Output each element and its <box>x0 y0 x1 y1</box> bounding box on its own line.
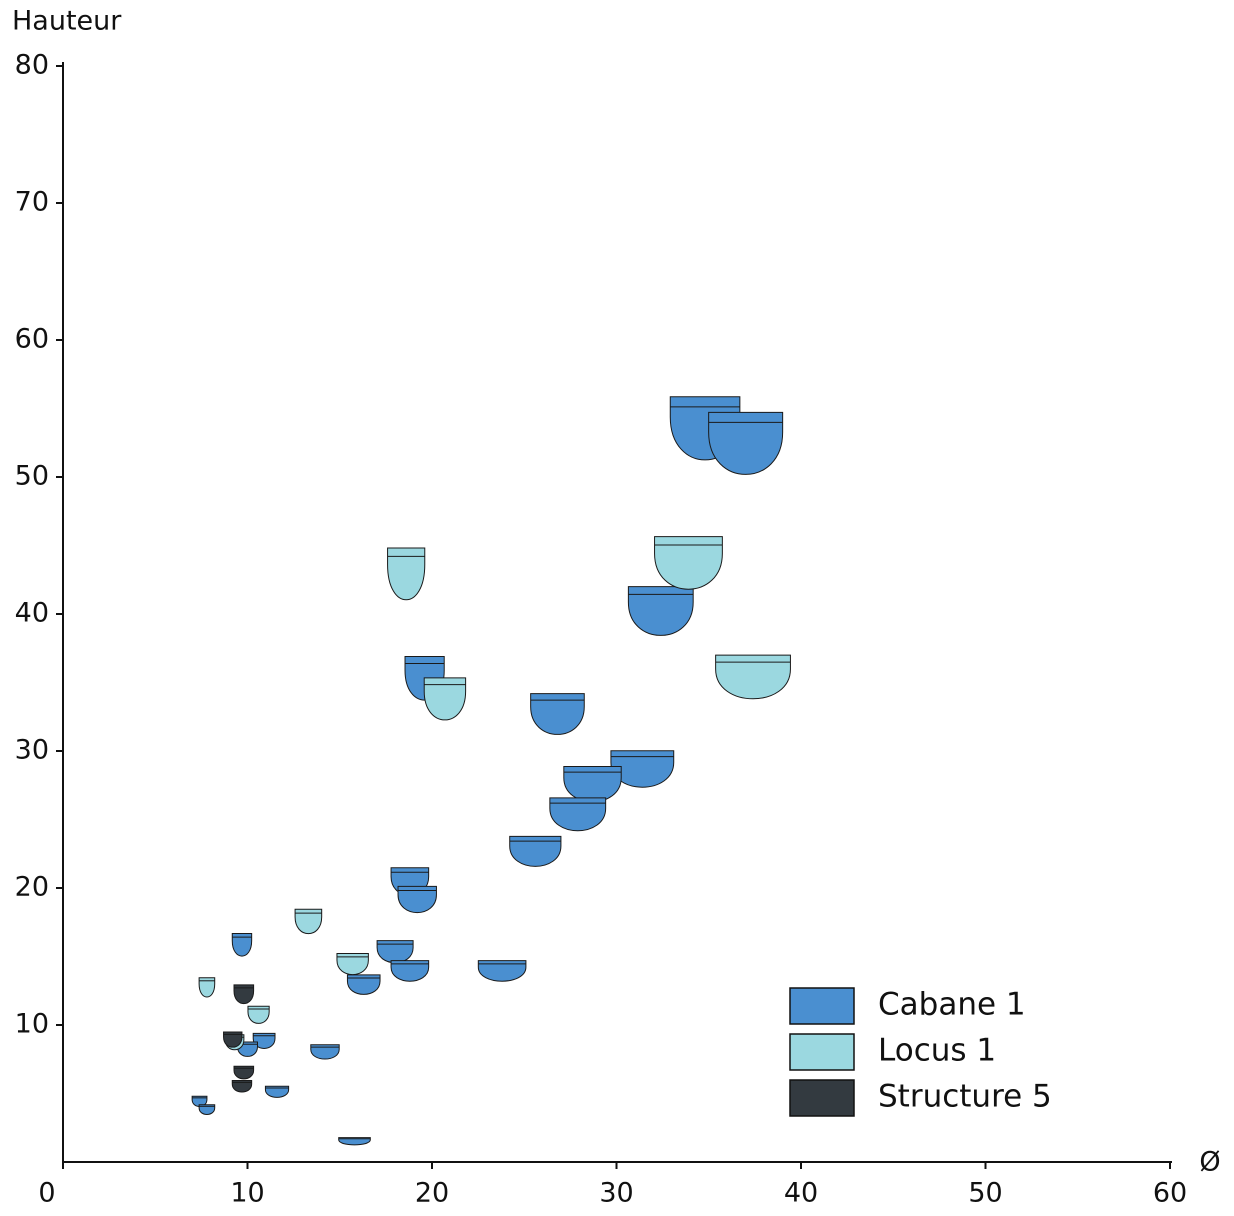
vessel <box>397 885 437 914</box>
y-tick-label: 80 <box>15 50 49 81</box>
legend-swatch <box>789 1033 855 1071</box>
vessel <box>338 1137 371 1146</box>
vessel <box>264 1085 290 1098</box>
vessel <box>198 1104 216 1115</box>
x-tick-label: 60 <box>1153 1178 1187 1209</box>
vessel <box>346 974 381 995</box>
vessel <box>627 586 694 636</box>
y-tick-label: 50 <box>15 461 49 492</box>
vessel <box>549 797 607 832</box>
y-tick-label: 60 <box>15 324 49 355</box>
vessel <box>231 932 253 957</box>
legend-label: Locus 1 <box>878 1033 996 1069</box>
vessel <box>233 984 255 1005</box>
x-tick-label: 0 <box>38 1178 55 1209</box>
vessel <box>654 536 723 590</box>
legend-swatch <box>789 987 855 1025</box>
y-tick-label: 40 <box>15 598 49 629</box>
x-axis-label: Ø <box>1199 1147 1220 1178</box>
vessel <box>223 1031 243 1048</box>
y-axis-label: Hauteur <box>12 6 122 37</box>
vessel <box>530 693 585 735</box>
x-tick-label: 30 <box>599 1178 633 1209</box>
legend-label: Structure 5 <box>878 1079 1052 1115</box>
y-tick-label: 10 <box>15 1009 49 1040</box>
vessel <box>423 677 467 721</box>
x-tick-label: 10 <box>230 1178 264 1209</box>
legend-label: Cabane 1 <box>878 987 1026 1023</box>
vessel <box>310 1044 340 1060</box>
x-tick-label: 20 <box>415 1178 449 1209</box>
vessel <box>252 1032 276 1049</box>
vessel <box>231 1079 253 1093</box>
y-tick-label: 70 <box>15 187 49 218</box>
vessel <box>387 547 426 601</box>
vessel <box>390 960 430 982</box>
x-tick-label: 50 <box>968 1178 1002 1209</box>
y-tick-label: 20 <box>15 872 49 903</box>
vessel <box>198 977 216 998</box>
vessel <box>336 952 369 975</box>
vessel <box>247 1005 270 1024</box>
legend-swatch <box>789 1079 855 1117</box>
x-tick-label: 40 <box>784 1178 818 1209</box>
vessel <box>294 908 323 934</box>
y-tick-label: 30 <box>15 735 49 766</box>
vessel <box>233 1065 255 1080</box>
vessel <box>509 835 562 867</box>
vessel <box>477 960 527 982</box>
vessel <box>715 654 791 700</box>
vessel <box>708 411 784 475</box>
